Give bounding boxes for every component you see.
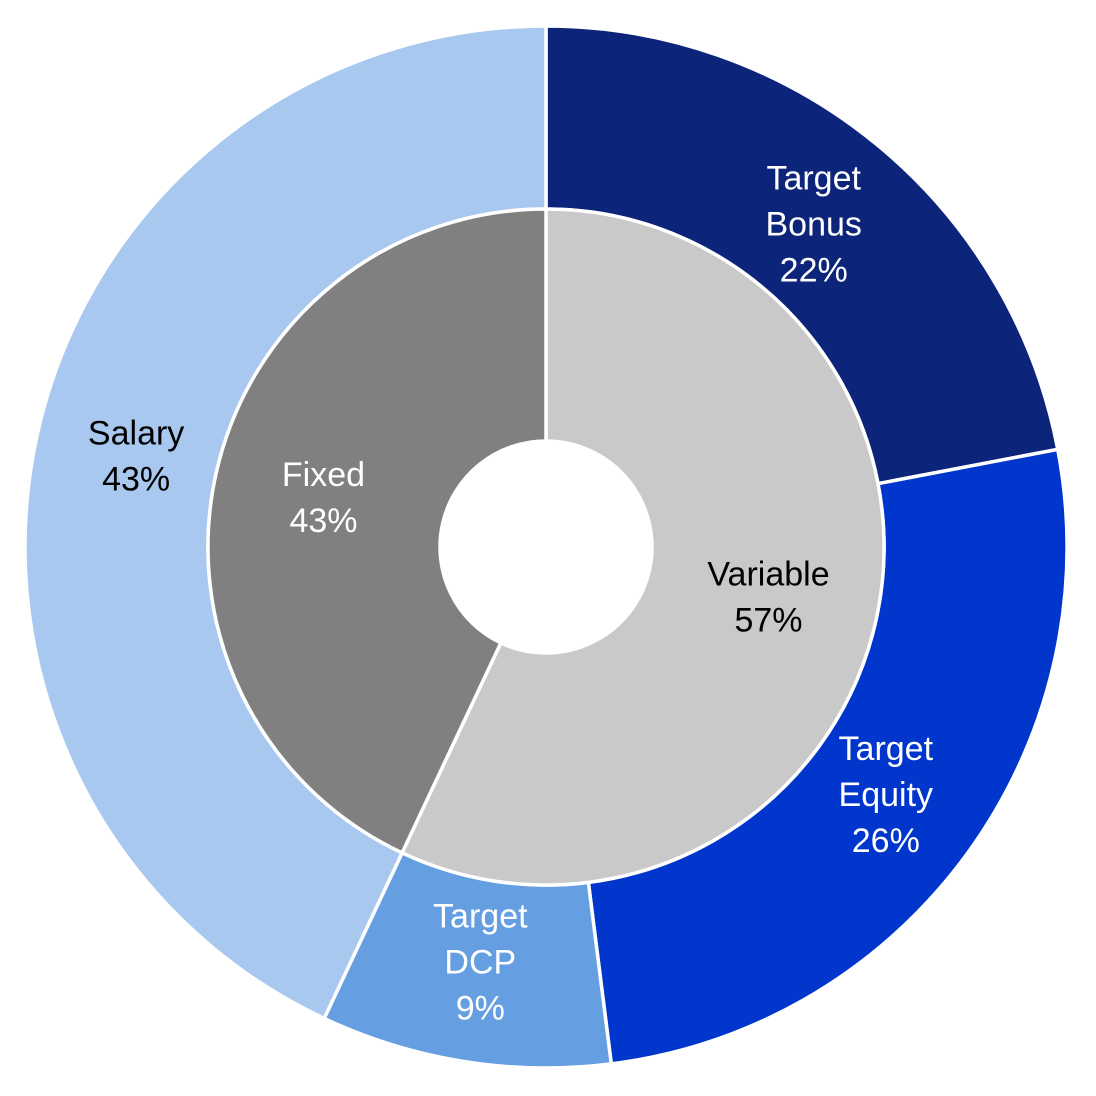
label-salary-line: Salary [88, 414, 184, 452]
label-salary: Salary 43% [88, 414, 184, 498]
label-variable: Variable 57% [707, 556, 829, 640]
outer-ring [23, 24, 1069, 1070]
label-fixed-line: Fixed [282, 456, 365, 494]
slice-fixed [206, 207, 548, 856]
slice-variable [399, 207, 886, 887]
label-target-bonus-line: Bonus [766, 205, 862, 243]
label-fixed: Fixed 43% [282, 456, 365, 540]
label-target-equity-line: Target [839, 730, 934, 768]
label-target-dcp-line: DCP [444, 944, 516, 982]
label-target-dcp: Target DCP 9% [433, 898, 528, 1028]
label-target-bonus-line: Target [766, 159, 861, 197]
slice-labels: Variable 57% Fixed 43% Target Bonus 22% Target E… [88, 159, 934, 1027]
label-fixed-line: 43% [289, 502, 357, 540]
inner-ring [206, 207, 886, 887]
label-variable-line: 57% [734, 602, 802, 640]
label-target-bonus: Target Bonus 22% [766, 159, 862, 289]
label-target-equity: Target Equity 26% [839, 730, 934, 860]
outer-edge [24, 25, 1068, 1069]
label-variable-line: Variable [707, 556, 829, 594]
label-target-equity-line: Equity [839, 776, 934, 814]
label-target-dcp-line: Target [433, 898, 528, 936]
label-salary-line: 43% [102, 460, 170, 498]
label-target-bonus-line: 22% [780, 251, 848, 289]
label-target-equity-line: 26% [852, 822, 920, 860]
label-target-dcp-line: 9% [456, 990, 505, 1028]
